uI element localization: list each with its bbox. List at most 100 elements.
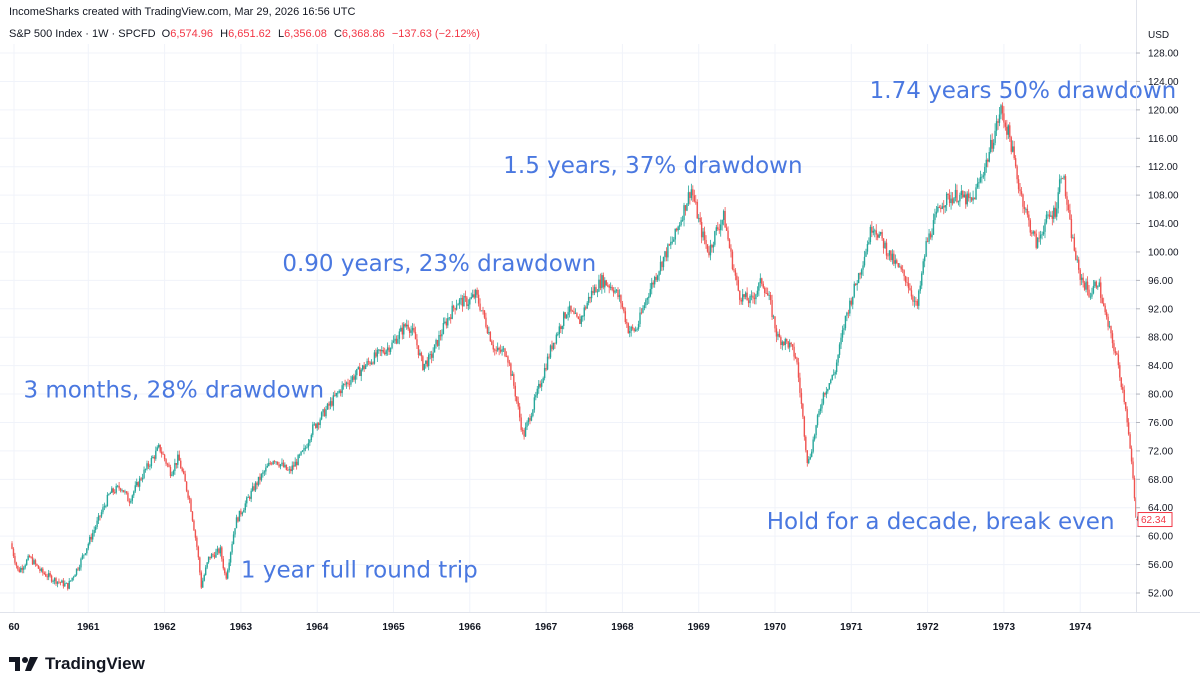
- candle-body: [430, 354, 433, 358]
- y-tick-label: 128.00: [1148, 49, 1179, 60]
- candle-body: [891, 253, 894, 261]
- candle-body: [904, 276, 907, 283]
- candle-body: [761, 278, 763, 284]
- candle-body: [165, 459, 167, 464]
- candle-body: [99, 515, 101, 517]
- y-tick-label: 52.00: [1148, 589, 1173, 600]
- annotation-6: Hold for a decade, break even: [767, 509, 1115, 535]
- symbol-legend[interactable]: S&P 500 Index · 1W · SPCFD O6,574.96 H6,…: [9, 28, 480, 40]
- candle-body: [59, 582, 62, 583]
- candle-body: [882, 238, 885, 249]
- candle-body: [764, 287, 766, 294]
- candle-body: [737, 280, 740, 291]
- candle-body: [496, 347, 499, 351]
- candle-body: [329, 401, 332, 406]
- candle-body: [122, 490, 125, 493]
- candle-body: [36, 564, 38, 566]
- candle-body: [416, 339, 418, 346]
- candle-body: [728, 239, 731, 249]
- candle-body: [926, 241, 929, 242]
- candle-body: [100, 512, 103, 517]
- candle-body: [204, 567, 207, 575]
- candle-body: [593, 287, 596, 294]
- candle-body: [285, 464, 288, 470]
- candle-body: [742, 294, 744, 302]
- candle-body: [1029, 220, 1032, 233]
- candle-body: [570, 305, 572, 311]
- candle-body: [351, 376, 354, 381]
- candle-body: [92, 533, 94, 540]
- y-tick-label: 96.00: [1148, 276, 1173, 287]
- candle-body: [373, 352, 376, 364]
- candle-body: [866, 244, 869, 252]
- candle-body: [146, 463, 148, 470]
- candle-body: [831, 374, 833, 380]
- candle-body: [210, 554, 213, 559]
- candle-body: [978, 181, 980, 184]
- candle-body: [950, 198, 952, 204]
- candle-body: [244, 503, 247, 510]
- candle-body: [265, 467, 267, 472]
- candle-body: [871, 226, 873, 233]
- candle-body: [372, 362, 374, 364]
- candle-body: [862, 265, 864, 270]
- candle-body: [856, 283, 858, 285]
- candle-body: [1060, 178, 1062, 180]
- candle-body: [518, 406, 521, 418]
- candle-body: [960, 190, 963, 195]
- candle-body: [489, 332, 492, 342]
- candle-body: [954, 189, 957, 198]
- candle-body: [141, 477, 144, 480]
- candle-body: [551, 345, 553, 350]
- last-price-marker: 62.34: [1136, 512, 1173, 528]
- candle-body: [486, 326, 489, 334]
- candle-body: [998, 114, 1001, 123]
- candle-body: [389, 348, 392, 352]
- candle-body: [860, 269, 863, 275]
- candle-body: [929, 233, 932, 238]
- candle-body: [1031, 232, 1033, 234]
- candle-body: [1051, 215, 1054, 219]
- candle-body: [545, 368, 547, 370]
- candle-body: [224, 568, 226, 574]
- candle-body: [1100, 282, 1102, 298]
- candle-body: [504, 348, 506, 357]
- candle-body: [897, 262, 899, 267]
- candle-body: [702, 231, 704, 238]
- candle-body: [951, 198, 954, 204]
- candle-body: [972, 197, 974, 201]
- candle-body: [185, 481, 188, 491]
- candle-body: [108, 494, 110, 495]
- candle-body: [759, 278, 762, 283]
- candle-body: [1086, 281, 1089, 290]
- candle-body: [67, 582, 69, 589]
- candle-body: [791, 344, 794, 347]
- candle-body: [1082, 277, 1084, 283]
- candle-body: [596, 291, 599, 293]
- annotations-layer: 3 months, 28% drawdown 1 year full round …: [23, 78, 1176, 584]
- tradingview-logo[interactable]: TradingView: [9, 654, 145, 674]
- candle-body: [1136, 517, 1139, 518]
- candle-body: [618, 295, 621, 297]
- candle-body: [356, 368, 358, 376]
- candle-body: [962, 190, 964, 198]
- candle-body: [624, 311, 627, 323]
- candle-body: [498, 347, 500, 350]
- candle-body: [216, 548, 219, 552]
- candle-body: [273, 461, 276, 463]
- candle-body: [868, 242, 870, 245]
- candle-body: [1041, 234, 1043, 236]
- candle-body: [1079, 269, 1081, 280]
- candle-body: [417, 345, 420, 356]
- candle-body: [331, 401, 333, 406]
- candle-body: [162, 453, 164, 455]
- candle-body: [488, 332, 490, 334]
- candle-body: [177, 454, 179, 465]
- y-tick-label: 84.00: [1148, 361, 1173, 372]
- candle-body: [71, 577, 73, 581]
- candle-body: [395, 338, 398, 344]
- candle-body: [653, 276, 656, 285]
- candle-body: [1126, 409, 1128, 423]
- candle-body: [590, 290, 593, 299]
